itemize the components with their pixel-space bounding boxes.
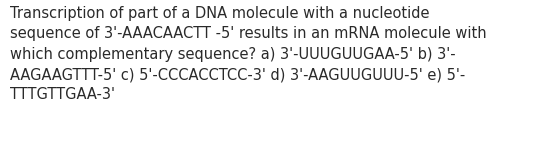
Text: Transcription of part of a DNA molecule with a nucleotide
sequence of 3'-AAACAAC: Transcription of part of a DNA molecule … [10, 6, 487, 102]
